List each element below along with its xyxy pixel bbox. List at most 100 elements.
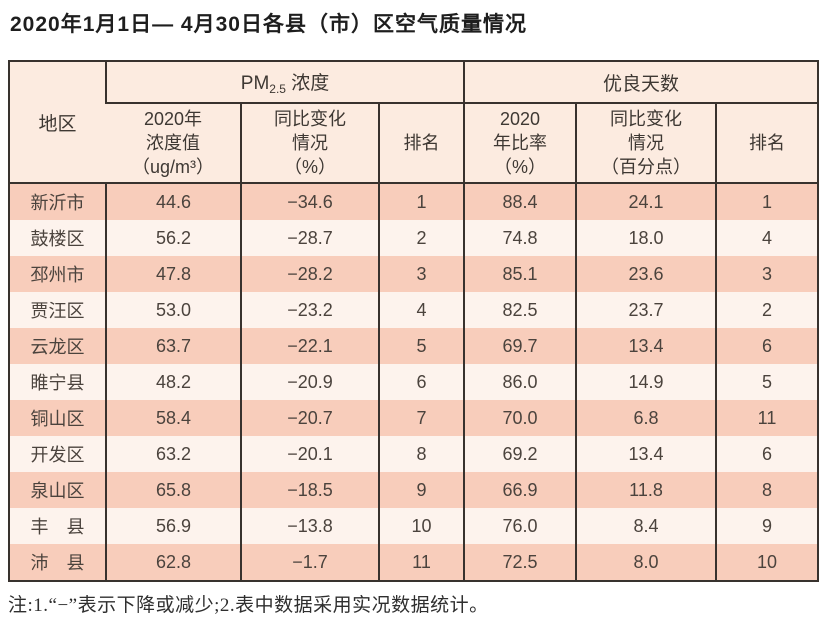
pm-change-cell: −28.2	[240, 256, 379, 292]
region-cell: 铜山区	[9, 400, 106, 436]
pm-change-cell: −34.6	[240, 183, 379, 220]
pm-value-cell: 56.9	[105, 508, 241, 544]
good-ratio-cell: 82.5	[463, 292, 576, 328]
good-ratio-cell: 85.1	[463, 256, 576, 292]
good-ratio-cell: 69.7	[463, 328, 576, 364]
good-change-cell: 24.1	[575, 183, 716, 220]
pm-rank-cell: 11	[378, 544, 464, 581]
pm-rank-cell: 6	[378, 364, 464, 400]
good-change-cell: 23.6	[575, 256, 716, 292]
good-ratio-cell: 88.4	[463, 183, 576, 220]
good-rank-cell: 1	[714, 183, 819, 220]
pm-change-cell: −18.5	[240, 472, 379, 508]
pm-rank-cell: 9	[378, 472, 464, 508]
pm-value-cell: 44.6	[105, 183, 241, 220]
pm-change-cell: −13.8	[240, 508, 379, 544]
header-region: 地区	[9, 61, 106, 184]
good-rank-cell: 9	[714, 508, 819, 544]
good-change-cell: 18.0	[575, 220, 716, 256]
good-ratio-cell: 74.8	[463, 220, 576, 256]
header-group-row: 地区 PM2.5 浓度 优良天数	[9, 61, 819, 184]
pm-rank-cell: 8	[378, 436, 464, 472]
header-good-change: 同比变化 情况 （百分点）	[575, 103, 716, 184]
pm-change-cell: −23.2	[240, 292, 379, 328]
pm-rank-cell: 1	[378, 183, 464, 220]
air-quality-table: 地区 PM2.5 浓度 优良天数 2020年 浓度值 （ug/m³） 同比变化 …	[8, 60, 820, 582]
region-cell: 睢宁县	[9, 364, 106, 400]
good-change-cell: 13.4	[575, 436, 716, 472]
good-rank-cell: 5	[714, 364, 819, 400]
pm-rank-cell: 4	[378, 292, 464, 328]
good-rank-cell: 4	[714, 220, 819, 256]
table-row: 贾汪区 53.0 −23.2 4 82.5 23.7 2	[9, 292, 819, 328]
pm-value-cell: 63.2	[105, 436, 241, 472]
header-pm-value: 2020年 浓度值 （ug/m³）	[106, 103, 241, 184]
pm-value-cell: 53.0	[105, 292, 241, 328]
header-good-rank: 排名	[714, 103, 819, 184]
region-cell: 鼓楼区	[9, 220, 106, 256]
table-row: 邳州市 47.8 −28.2 3 85.1 23.6 3	[9, 256, 819, 292]
good-change-cell: 8.0	[575, 544, 716, 581]
good-ratio-cell: 86.0	[463, 364, 576, 400]
pm-label: PM	[240, 73, 270, 94]
table-row: 铜山区 58.4 −20.7 7 70.0 6.8 11	[9, 400, 819, 436]
table-row: 沛 县 62.8 −1.7 11 72.5 8.0 10	[9, 544, 819, 581]
pm-value-cell: 48.2	[105, 364, 241, 400]
pm-change-cell: −28.7	[240, 220, 379, 256]
header-pm-change: 同比变化 情况 （%）	[240, 103, 379, 184]
good-ratio-cell: 66.9	[463, 472, 576, 508]
pm-label-rest: 浓度	[285, 73, 330, 94]
good-rank-cell: 3	[714, 256, 819, 292]
pm-value-cell: 63.7	[105, 328, 241, 364]
pm-value-cell: 58.4	[105, 400, 241, 436]
header-sub-row: 2020年 浓度值 （ug/m³） 同比变化 情况 （%） 排名 2020 年比…	[9, 103, 819, 184]
region-cell: 贾汪区	[9, 292, 106, 328]
good-change-cell: 14.9	[575, 364, 716, 400]
good-rank-cell: 11	[714, 400, 819, 436]
good-rank-cell: 6	[714, 328, 819, 364]
pm-rank-cell: 10	[378, 508, 464, 544]
pm-value-cell: 56.2	[105, 220, 241, 256]
pm-rank-cell: 7	[378, 400, 464, 436]
pm-value-cell: 62.8	[105, 544, 241, 581]
good-rank-cell: 8	[714, 472, 819, 508]
table-row: 泉山区 65.8 −18.5 9 66.9 11.8 8	[9, 472, 819, 508]
good-ratio-cell: 76.0	[463, 508, 576, 544]
good-change-cell: 11.8	[575, 472, 716, 508]
table-row: 丰 县 56.9 −13.8 10 76.0 8.4 9	[9, 508, 819, 544]
region-cell: 邳州市	[9, 256, 106, 292]
pm-value-cell: 47.8	[105, 256, 241, 292]
pm-change-cell: −20.7	[240, 400, 379, 436]
pm-rank-cell: 3	[378, 256, 464, 292]
pm-change-cell: −22.1	[240, 328, 379, 364]
pm-rank-cell: 5	[378, 328, 464, 364]
table-row: 睢宁县 48.2 −20.9 6 86.0 14.9 5	[9, 364, 819, 400]
header-group-good-days: 优良天数	[462, 61, 819, 104]
page-title: 2020年1月1日— 4月30日各县（市）区空气质量情况	[10, 13, 527, 36]
pm-change-cell: −1.7	[240, 544, 379, 581]
header-good-ratio: 2020 年比率 （%）	[463, 103, 576, 184]
region-cell: 沛 县	[9, 544, 106, 581]
header-pm-rank: 排名	[378, 103, 464, 184]
table-row: 鼓楼区 56.2 −28.7 2 74.8 18.0 4	[9, 220, 819, 256]
good-rank-cell: 2	[714, 292, 819, 328]
good-ratio-cell: 72.5	[463, 544, 576, 581]
good-rank-cell: 6	[714, 436, 819, 472]
region-cell: 丰 县	[9, 508, 106, 544]
table-row: 云龙区 63.7 −22.1 5 69.7 13.4 6	[9, 328, 819, 364]
good-change-cell: 6.8	[575, 400, 716, 436]
good-change-cell: 8.4	[575, 508, 716, 544]
good-change-cell: 23.7	[575, 292, 716, 328]
good-change-cell: 13.4	[575, 328, 716, 364]
good-rank-cell: 10	[714, 544, 819, 581]
header-group-pm25: PM2.5 浓度	[105, 61, 464, 104]
good-ratio-cell: 69.2	[463, 436, 576, 472]
table-header: 地区 PM2.5 浓度 优良天数 2020年 浓度值 （ug/m³） 同比变化 …	[9, 61, 819, 184]
footer-note: 注:1.“−”表示下降或减少;2.表中数据采用实况数据统计。	[8, 595, 489, 616]
table-row: 新沂市 44.6 −34.6 1 88.4 24.1 1	[9, 183, 819, 220]
region-cell: 泉山区	[9, 472, 106, 508]
region-cell: 开发区	[9, 436, 106, 472]
region-cell: 新沂市	[9, 183, 106, 220]
pm-change-cell: −20.1	[240, 436, 379, 472]
